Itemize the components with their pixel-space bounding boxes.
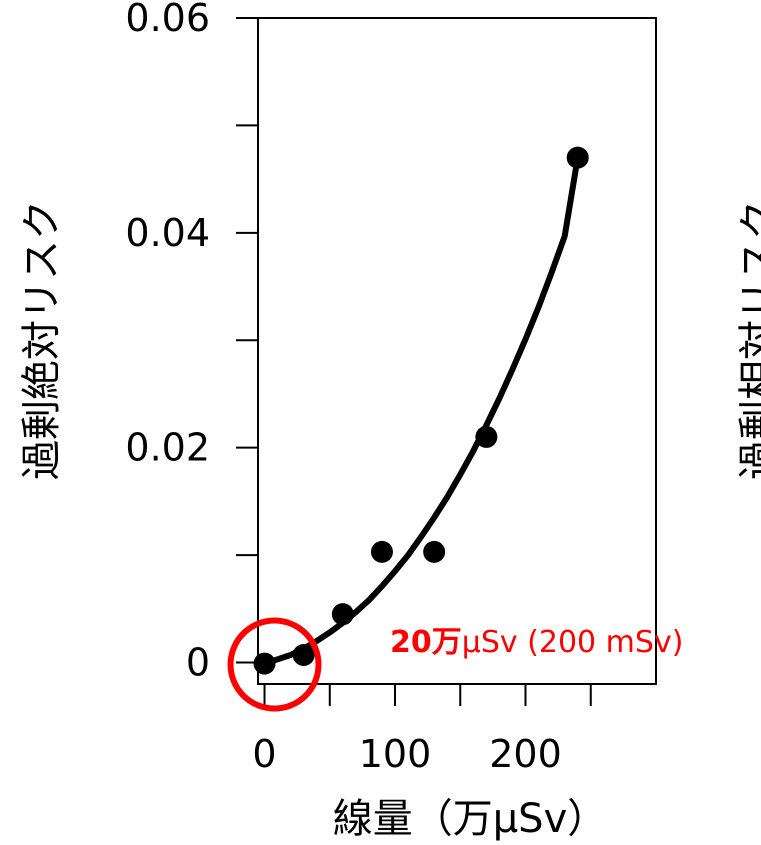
- axes-group: 0 0.02 0.04 0.06 0 100 200 線量（万μSv）: [125, 0, 657, 842]
- data-point: [475, 425, 498, 448]
- second-y-axis-title-group: 過剰相対リスク: [736, 200, 761, 480]
- annotation-text: 20万μSv (200 mSv): [390, 625, 683, 660]
- data-point: [423, 540, 446, 563]
- plot-frame: [257, 17, 657, 685]
- y-tick-label: 0.02: [125, 426, 210, 470]
- y-axis-title: 過剰絶対リスク: [19, 200, 65, 480]
- y-axis-title-group: 過剰絶対リスク: [19, 200, 65, 480]
- annotation-unit-text: μSv (200 mSv): [462, 625, 684, 660]
- data-point: [566, 146, 589, 169]
- data-point: [292, 643, 315, 666]
- y-tick-label: 0.04: [125, 211, 210, 255]
- annotation-bold-text: 20万: [390, 625, 462, 660]
- fit-curve-line: [261, 154, 581, 667]
- x-tick-label: 0: [252, 732, 276, 776]
- data-point: [253, 652, 276, 675]
- y-tick-label: 0.06: [125, 0, 210, 40]
- data-point: [370, 540, 393, 563]
- y-tick-label: 0: [186, 641, 210, 685]
- x-tick-label: 100: [359, 732, 432, 776]
- annotation-group: 20万μSv (200 mSv): [227, 617, 683, 712]
- data-point: [331, 603, 354, 626]
- second-y-axis-title: 過剰相対リスク: [736, 200, 761, 480]
- x-tick-label: 200: [489, 732, 562, 776]
- marks-group: [253, 146, 589, 675]
- origin-highlight-circle: [227, 617, 322, 712]
- x-axis-title: 線量（万μSv）: [333, 796, 608, 842]
